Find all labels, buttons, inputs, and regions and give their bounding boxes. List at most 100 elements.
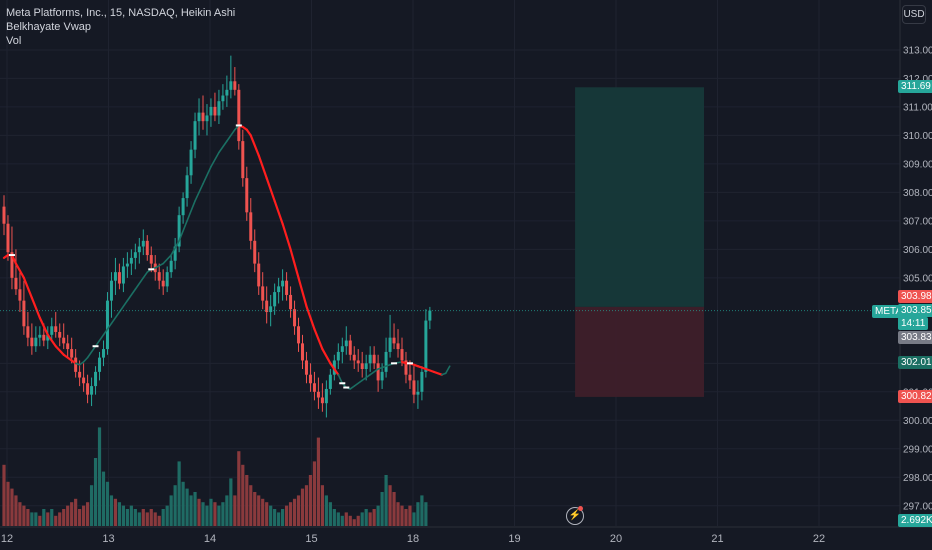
candle-body [137, 246, 141, 253]
candle-body [420, 371, 424, 392]
entry-price-label: 303.98 [898, 290, 932, 303]
candle-body [94, 371, 98, 387]
candle-body [308, 374, 312, 384]
volume-bar [105, 481, 110, 526]
vwap-segment [369, 368, 379, 376]
volume-bar [249, 485, 253, 526]
x-tick-label: 22 [813, 533, 825, 545]
volume-bar [93, 458, 98, 526]
candle-body [129, 257, 133, 264]
vwap-segment [126, 288, 137, 302]
candle-body [360, 363, 364, 370]
candle-body [14, 277, 18, 290]
volume-bar [185, 488, 189, 526]
candle-body [217, 101, 221, 116]
volume-bar [324, 495, 328, 526]
candle-body [293, 309, 297, 327]
candle-body [209, 106, 213, 116]
candle-body [22, 300, 26, 327]
candle-body [257, 263, 261, 287]
candle-body [42, 334, 46, 341]
candle-body [404, 360, 408, 375]
legend-symbol[interactable]: Meta Platforms, Inc., 15, NASDAQ, Heikin… [6, 7, 236, 19]
volume-bar [416, 502, 420, 526]
lightning-icon[interactable]: ⚡ [566, 507, 584, 525]
vwap-segment [218, 140, 228, 154]
candle-body [297, 326, 301, 344]
volume-bar [101, 471, 106, 526]
vwap-segment [82, 356, 89, 363]
candle-body [102, 349, 105, 358]
volume-bar [328, 502, 332, 526]
volume-bar [292, 498, 297, 526]
x-tick-label: 14 [204, 533, 216, 545]
volume-bar [288, 502, 293, 526]
vwap-segment [361, 373, 371, 382]
volume-bar [269, 505, 273, 526]
vwap-segment [432, 370, 443, 376]
legend-indicator-vol[interactable]: Vol [6, 35, 22, 47]
volume-bar [221, 502, 225, 526]
volume-value-label: 2.692K [898, 514, 932, 527]
volume-bar [38, 515, 42, 526]
volume-bar [165, 505, 169, 526]
candle-body [428, 310, 432, 321]
candle-body [173, 246, 177, 261]
vwap-segment [46, 333, 57, 348]
volume-bar [392, 492, 396, 526]
volume-bar [50, 509, 54, 526]
vwap-segment [62, 353, 73, 362]
candle-body [26, 326, 30, 338]
alert-dot-icon [578, 506, 583, 511]
candle-body [241, 141, 245, 179]
volume-bar [169, 495, 173, 526]
vwap-segment [226, 128, 236, 142]
candle-body [340, 346, 344, 352]
volume-bar [205, 505, 209, 526]
volume-bar [181, 481, 185, 526]
volume-bar [157, 515, 161, 526]
vwap-segment [194, 183, 204, 202]
candle-body [201, 112, 205, 122]
volume-bar [42, 509, 46, 526]
candle-body [197, 112, 201, 122]
vwap-segment [38, 316, 49, 336]
y-tick-label: 313.00 [903, 45, 932, 56]
candle-body [78, 371, 82, 378]
candle-body [249, 212, 253, 241]
vwap-segment [329, 362, 340, 376]
currency-button[interactable]: USD [902, 5, 926, 24]
x-tick-label: 19 [508, 533, 520, 545]
candle-body [82, 377, 86, 384]
volume-bar [121, 505, 125, 526]
volume-bar [54, 515, 58, 526]
vwap-segment [305, 305, 316, 331]
x-tick-label: 20 [610, 533, 622, 545]
candle-body [408, 374, 412, 381]
volume-bar [34, 512, 38, 526]
vwap-segment [210, 151, 220, 168]
volume-bar [300, 488, 305, 526]
candle-body [400, 349, 404, 361]
volume-bar [26, 509, 30, 526]
vwap-segment [249, 134, 260, 157]
vwap-segment [273, 199, 284, 225]
y-tick-label: 299.00 [903, 444, 932, 455]
vwap-segment [321, 347, 332, 365]
candle-body [149, 255, 153, 264]
candle-body [86, 383, 90, 395]
candle-body [328, 374, 332, 389]
candle-body [62, 337, 66, 344]
volume-bar [376, 505, 380, 526]
vwap-segment [54, 345, 65, 356]
y-tick-label: 297.00 [903, 501, 932, 512]
volume-bar [368, 512, 372, 526]
candle-body [388, 337, 392, 352]
volume-bar [336, 512, 340, 526]
candle-body [157, 272, 161, 281]
legend-indicator-vwap[interactable]: Belkhayate Vwap [6, 21, 91, 33]
volume-bar [241, 464, 245, 526]
vwap-segment [186, 200, 196, 222]
vwap-segment [142, 271, 149, 279]
